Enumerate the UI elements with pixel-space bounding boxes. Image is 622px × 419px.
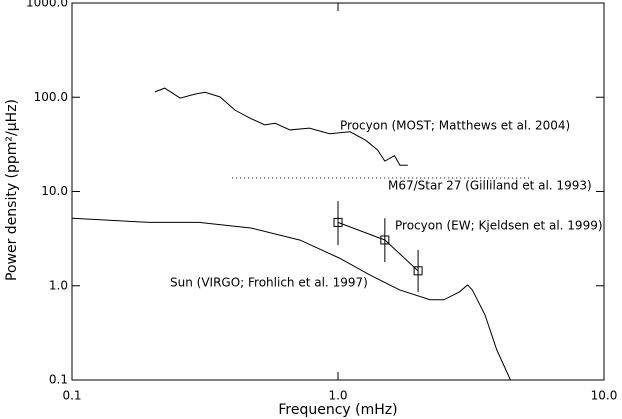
series-label: Sun (VIRGO; Frohlich et al. 1997) [170,276,368,290]
x-axis-label: Frequency (mHz) [278,402,397,418]
series-line [71,217,511,381]
y-tick-label: 100.0 [34,90,68,104]
y-tick-label: 10.0 [41,184,68,198]
x-tick-label: 1.0 [328,389,347,403]
series-label: Procyon (EW; Kjeldsen et al. 1999) [395,219,603,233]
y-tick-label: 1.0 [49,278,68,292]
marker [333,217,343,227]
y-tick-label: 1000.0 [26,0,68,10]
y-axis-label: Power density (ppm²/μHz) [4,99,20,281]
series-label: M67/Star 27 (Gilliland et al. 1993) [388,179,592,193]
x-tick-label: 0.1 [62,389,81,403]
series-label: Procyon (MOST; Matthews et al. 2004) [340,119,570,133]
marker [380,235,390,245]
marker [413,266,423,276]
series-line [154,87,408,166]
y-tick-label: 0.1 [49,373,68,387]
series-line [337,221,419,272]
x-tick-label: 10.0 [591,389,618,403]
